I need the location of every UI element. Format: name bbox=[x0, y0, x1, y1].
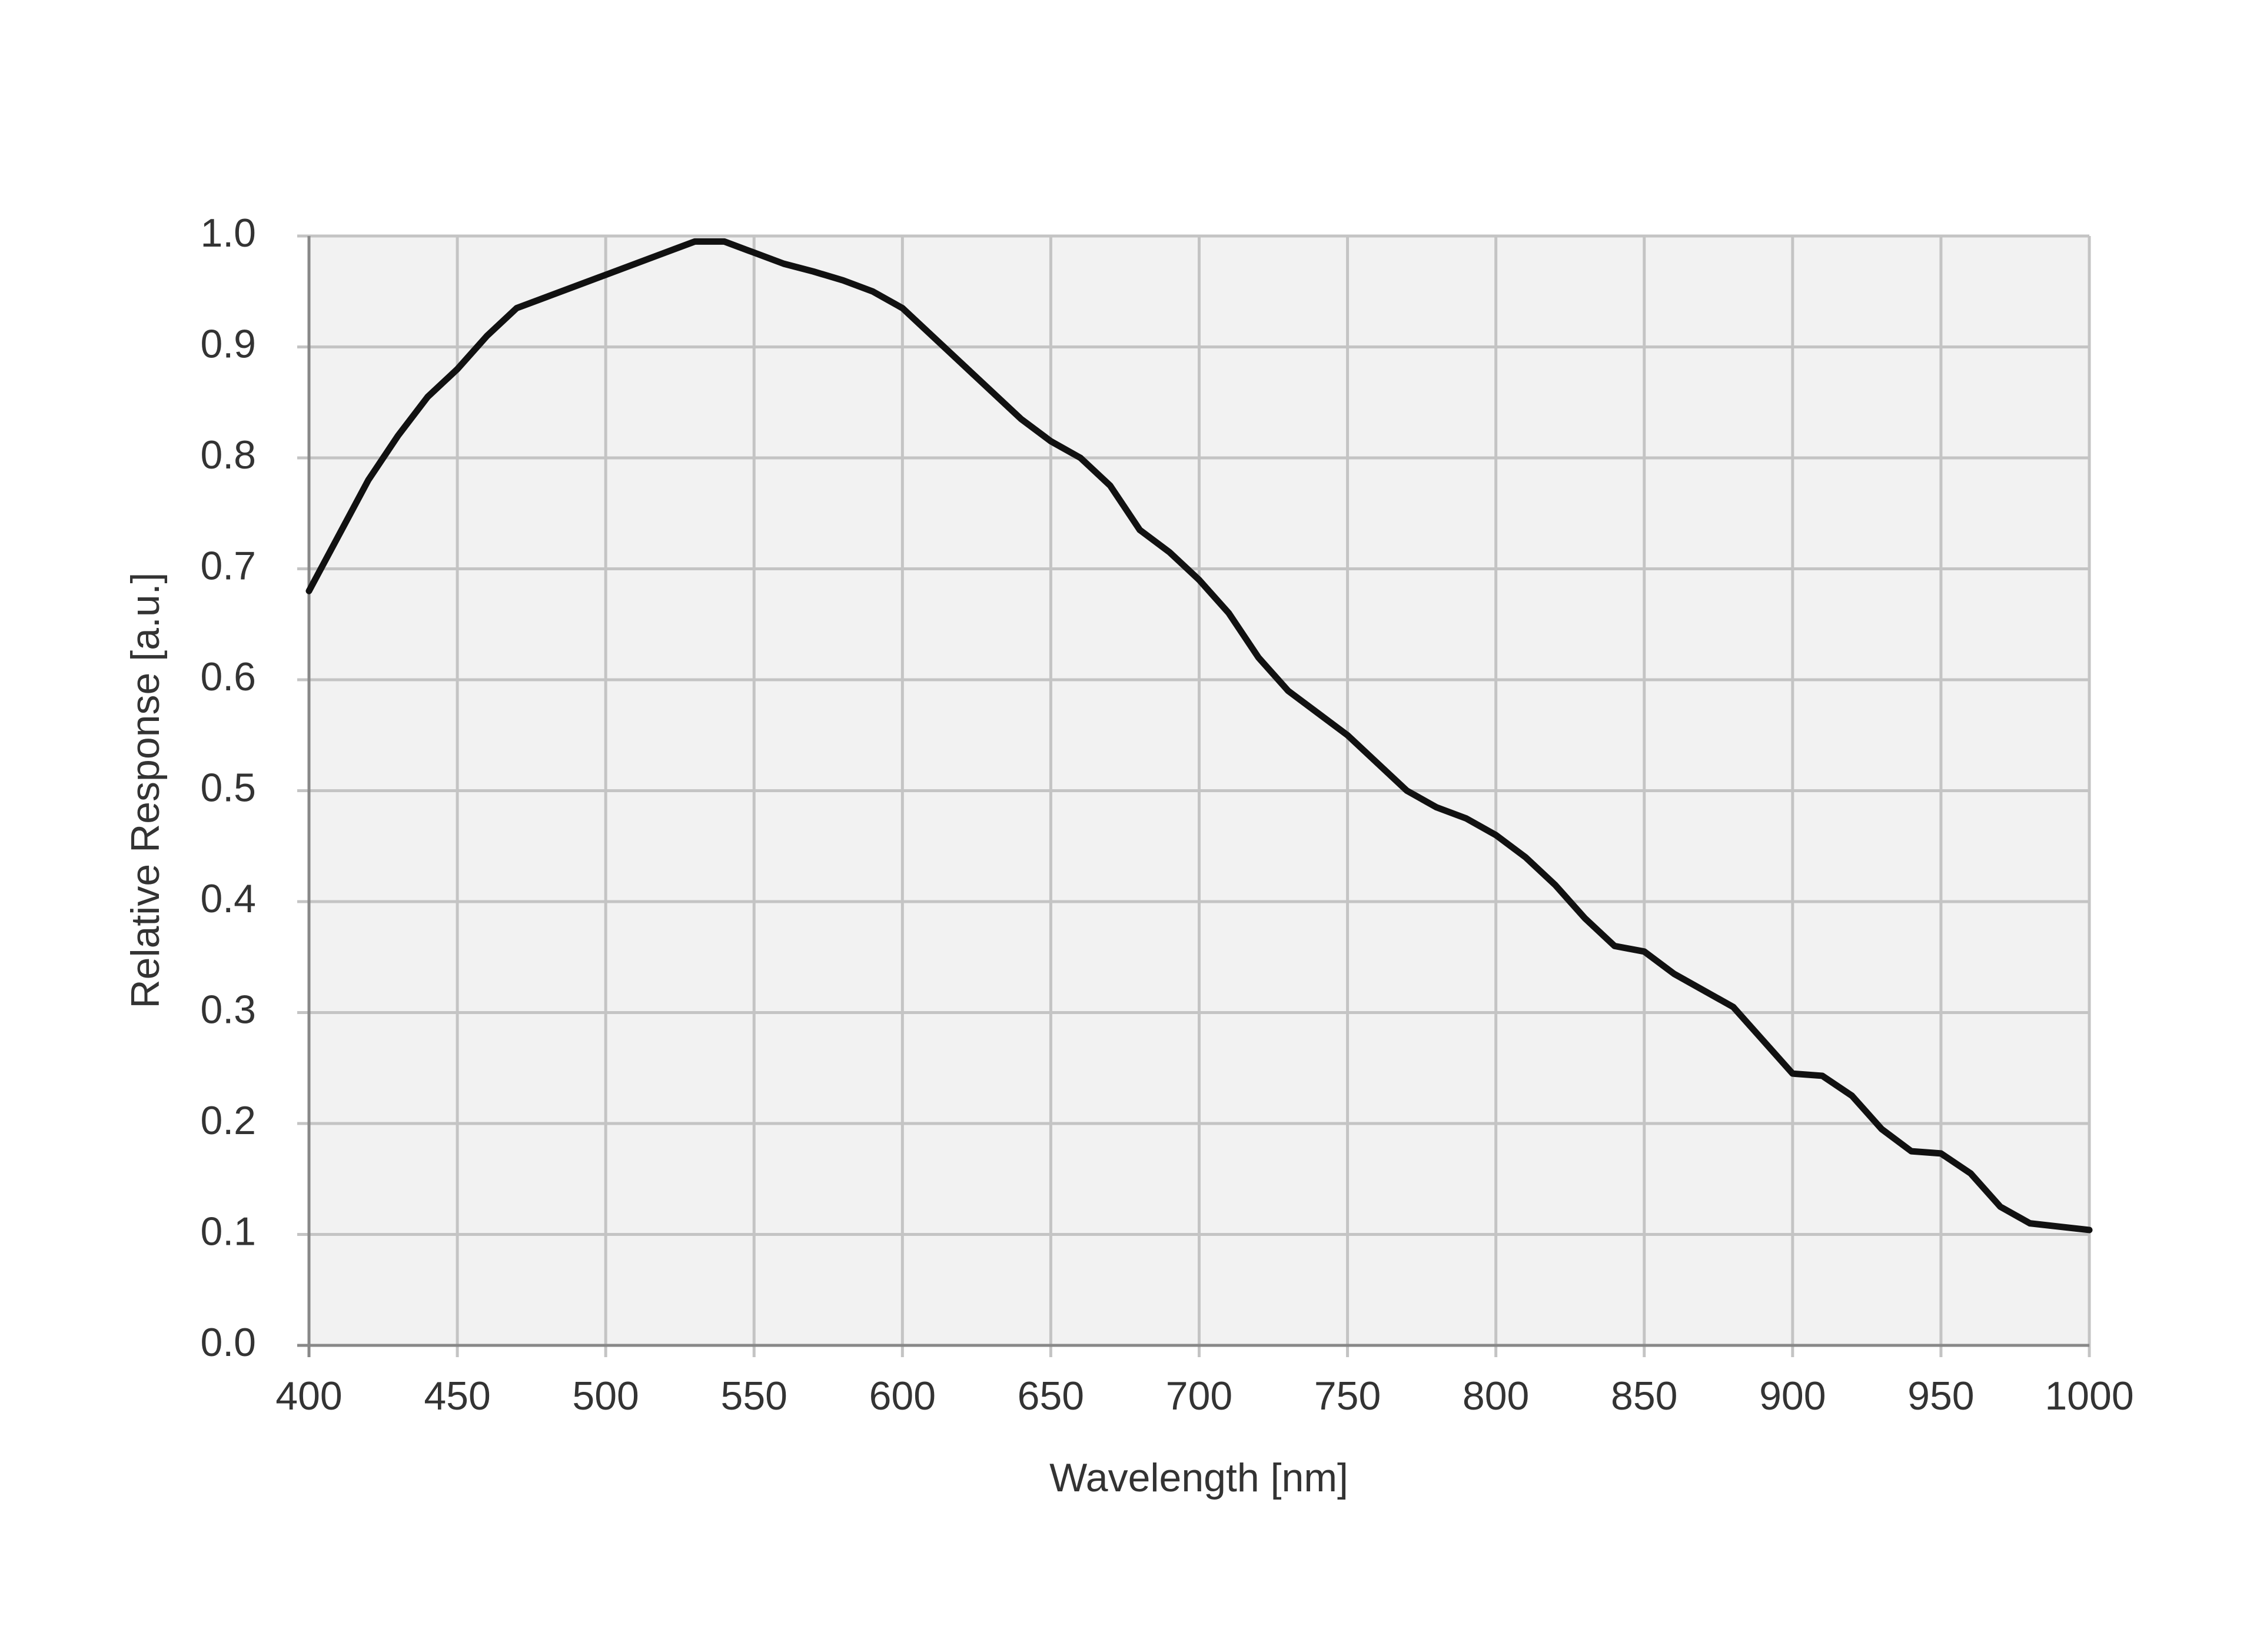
data-line bbox=[305, 238, 2093, 1234]
x-tick-label: 450 bbox=[424, 1374, 490, 1418]
y-tick-label: 1.0 bbox=[200, 211, 256, 255]
x-tick-label: 600 bbox=[869, 1374, 936, 1418]
y-tick-label: 0.9 bbox=[200, 321, 256, 366]
x-tick-label: 650 bbox=[1018, 1374, 1084, 1418]
x-tick-label: 500 bbox=[572, 1374, 639, 1418]
y-tick-label: 0.7 bbox=[200, 543, 256, 588]
y-axis-title: Relative Response [a.u.] bbox=[123, 573, 168, 1009]
x-tick-label: 550 bbox=[721, 1374, 787, 1418]
y-tick-label: 0.6 bbox=[200, 654, 256, 699]
y-tick-label: 0.4 bbox=[200, 876, 256, 921]
x-tick-label: 800 bbox=[1463, 1374, 1529, 1418]
x-tick-label: 850 bbox=[1611, 1374, 1677, 1418]
y-tick-label: 0.8 bbox=[200, 433, 256, 477]
x-tick-label: 1000 bbox=[2045, 1374, 2133, 1418]
x-tick-label: 750 bbox=[1314, 1374, 1381, 1418]
y-tick-label: 0.5 bbox=[200, 765, 256, 810]
y-tick-label: 0.2 bbox=[200, 1098, 256, 1143]
x-tick-label: 900 bbox=[1759, 1374, 1826, 1418]
y-tick-label: 0.1 bbox=[200, 1209, 256, 1254]
y-tick-label: 0.0 bbox=[200, 1320, 256, 1365]
y-tick-label: 0.3 bbox=[200, 987, 256, 1032]
x-tick-label: 950 bbox=[1907, 1374, 1974, 1418]
x-tick-label: 700 bbox=[1166, 1374, 1232, 1418]
x-axis-title: Wavelength [nm] bbox=[1049, 1455, 1348, 1500]
x-tick-label: 400 bbox=[275, 1374, 342, 1418]
